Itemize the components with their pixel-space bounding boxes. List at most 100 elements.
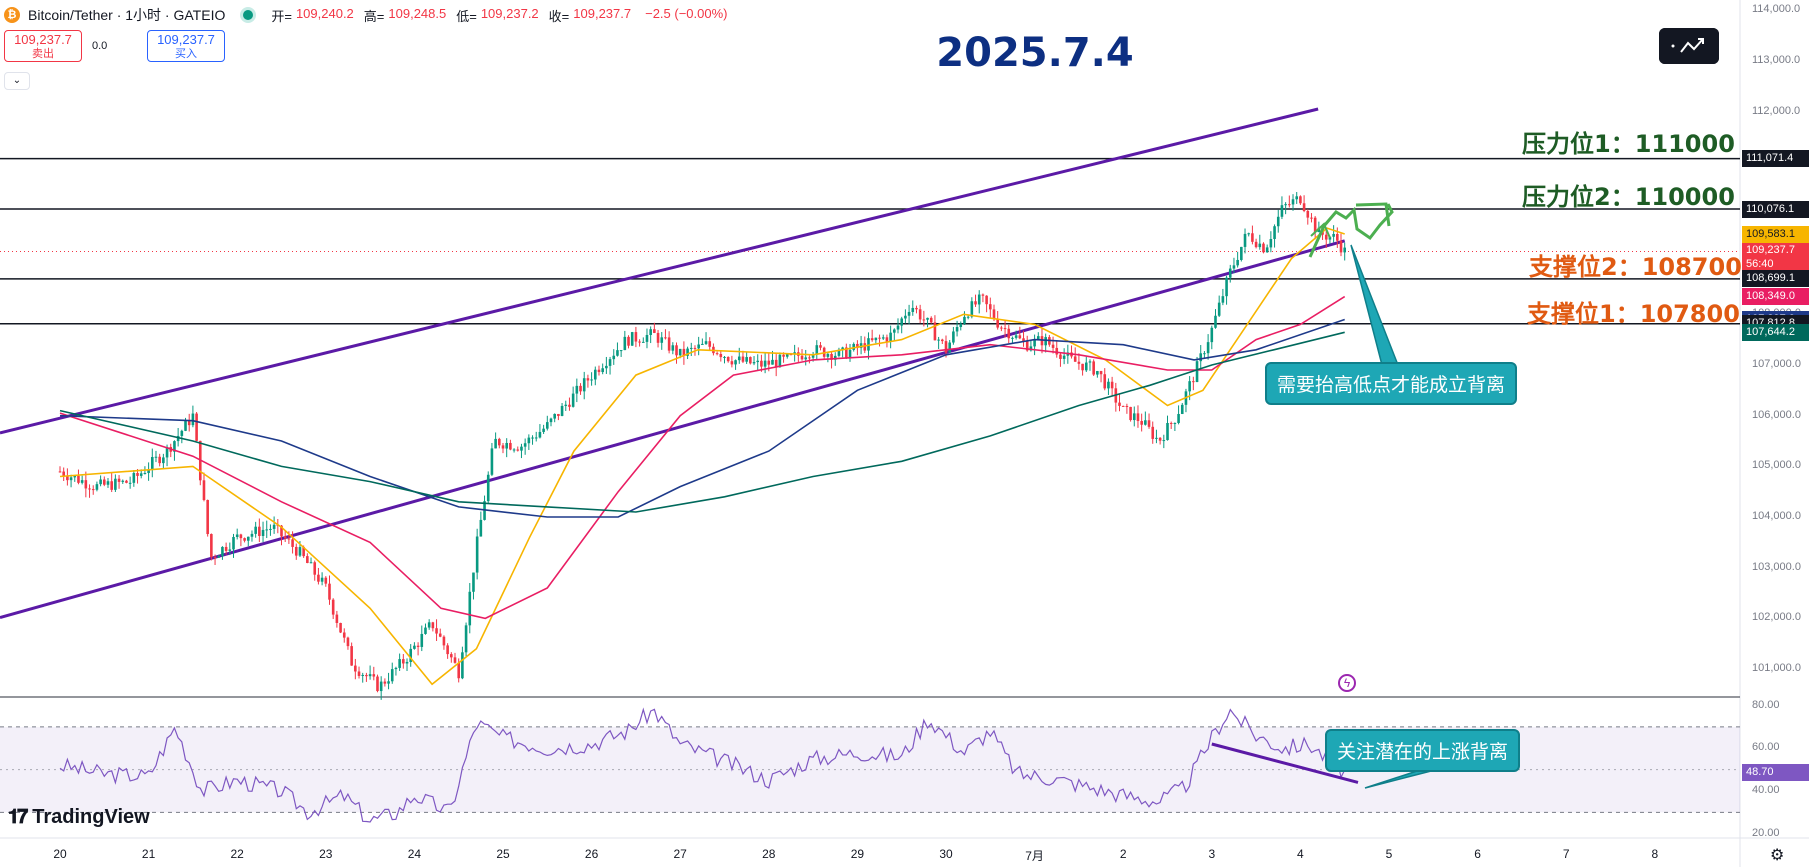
candle-body — [745, 357, 748, 362]
candle-body — [708, 341, 712, 347]
candle-body — [704, 341, 708, 344]
candle-body — [734, 360, 737, 365]
candle-body — [1284, 204, 1287, 206]
candle-body — [800, 355, 804, 360]
candle-body — [671, 345, 675, 351]
candle-body — [409, 648, 413, 662]
candle-body — [627, 336, 630, 346]
candle-body — [785, 354, 789, 357]
candle-body — [132, 473, 136, 483]
candle-body — [313, 562, 317, 575]
candle-body — [243, 538, 246, 541]
candle-body — [575, 385, 579, 394]
price-tag: 107,644.2 — [1742, 323, 1809, 341]
candle-body — [689, 347, 693, 349]
lightning-icon[interactable]: ϟ — [1338, 674, 1356, 692]
candle-body — [121, 480, 125, 482]
candle-body — [1240, 246, 1243, 260]
price-tag: 109,237.7 56:40 — [1742, 243, 1809, 274]
tradingview-logo: 𝟏𝟕 TradingView — [8, 806, 150, 829]
candle-body — [929, 317, 933, 323]
candle-body — [630, 332, 634, 346]
candle-body — [1306, 210, 1310, 218]
candle-body — [294, 546, 298, 556]
candle-body — [77, 475, 80, 483]
candle-body — [302, 547, 305, 557]
candle-body — [1273, 226, 1276, 239]
ohlc-value: 109,248.5 — [388, 5, 447, 21]
price-tick-label: 103,000.0 — [1752, 560, 1801, 573]
time-tick-label: 27 — [673, 847, 687, 861]
candle-body — [623, 336, 627, 351]
collapse-legend-button[interactable]: ⌄ — [4, 72, 30, 90]
candle-body — [1192, 381, 1195, 383]
candle-body — [235, 534, 239, 537]
candle-body — [564, 404, 568, 406]
candle-body — [339, 622, 342, 633]
candle-body — [450, 654, 453, 658]
candle-body — [867, 338, 870, 351]
candle-body — [328, 583, 331, 600]
candle-body — [889, 332, 892, 342]
candle-body — [84, 480, 88, 489]
settings-gear-icon[interactable]: ⚙ — [1770, 847, 1785, 864]
candle-body — [586, 378, 590, 381]
candle-body — [941, 339, 944, 342]
price-tick-label: 107,000.0 — [1752, 357, 1801, 370]
candle-body — [1158, 437, 1162, 441]
candle-body — [900, 318, 903, 326]
candle-body — [405, 661, 409, 664]
candle-body — [317, 574, 320, 582]
candle-body — [1243, 233, 1247, 247]
candle-body — [1199, 353, 1203, 362]
projection-arrow — [1308, 203, 1394, 258]
candle-body — [486, 474, 490, 502]
arrow-head-icon — [1355, 202, 1391, 227]
spread-value: 0.0 — [92, 40, 108, 52]
candle-body — [523, 443, 527, 447]
candle-body — [549, 418, 553, 423]
chart-tool-button[interactable] — [1659, 28, 1719, 64]
symbol-header: ₿ Bitcoin/Tether · 1小时 · GATEIO 开= 109,24… — [4, 4, 734, 26]
candle-body — [881, 337, 885, 339]
candle-body — [383, 681, 387, 684]
candle-body — [306, 556, 309, 564]
candle-body — [719, 354, 723, 358]
candle-body — [667, 337, 671, 351]
candle-body — [937, 339, 940, 341]
candle-body — [139, 473, 143, 476]
candle-body — [811, 354, 815, 358]
candle-body — [435, 628, 438, 634]
symbol-title[interactable]: Bitcoin/Tether · 1小时 · GATEIO — [28, 7, 226, 23]
candle-body — [224, 546, 228, 551]
candle-body — [1000, 327, 1003, 329]
candle-body — [269, 528, 272, 530]
candle-body — [498, 438, 501, 446]
rsi-value-tag: 48.70 — [1742, 763, 1809, 781]
candle-body — [863, 343, 867, 351]
candle-body — [283, 536, 287, 539]
candle-body — [1129, 406, 1132, 421]
candle-body — [1280, 205, 1284, 217]
sell-price: 109,237.7 — [14, 32, 72, 47]
candle-body — [1140, 421, 1143, 425]
candle-body — [1059, 354, 1062, 359]
time-tick-label: 21 — [141, 847, 156, 861]
candle-body — [431, 622, 435, 629]
candle-body — [1166, 422, 1169, 441]
buy-button[interactable]: 109,237.7 买入 — [147, 30, 225, 62]
candle-body — [904, 315, 907, 319]
candle-body — [1077, 361, 1081, 364]
ohlc-key: 低= — [456, 8, 477, 24]
rsi-line — [59, 707, 1346, 823]
candle-body — [213, 557, 217, 559]
price-tick-label: 106,000.0 — [1752, 408, 1801, 421]
candle-body — [837, 349, 841, 356]
sell-button[interactable]: 109,237.7 卖出 — [4, 30, 82, 62]
price-tick-label: 102,000.0 — [1752, 611, 1801, 624]
candle-body — [368, 674, 372, 677]
candle-body — [1265, 247, 1269, 253]
candle-body — [1247, 233, 1251, 235]
channel-lower-line — [0, 239, 1346, 619]
price-tick-label: 112,000.0 — [1752, 104, 1801, 117]
